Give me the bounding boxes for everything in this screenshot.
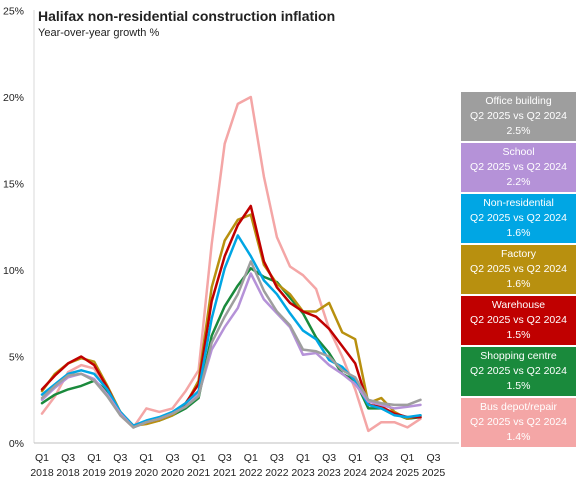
legend-comparison: Q2 2025 vs Q2 2024 xyxy=(470,161,567,173)
x-tick-quarter-label: Q3 xyxy=(165,452,179,464)
x-tick-quarter-label: Q1 xyxy=(244,452,258,464)
legend-series-name: Non-residential xyxy=(483,197,554,209)
x-tick-year-label: 2022 xyxy=(265,467,289,479)
y-tick-label: 10% xyxy=(3,265,24,277)
x-tick-labels: Q1 2018 Q3 2018 Q1 2019 Q3 2019 Q1 2020 Q3 2020 Q1 20… xyxy=(30,452,445,479)
x-tick-quarter-label: Q3 xyxy=(218,452,232,464)
x-tick-year-label: 2022 xyxy=(239,467,263,479)
x-tick-quarter-label: Q1 xyxy=(192,452,206,464)
legend-comparison: Q2 2025 vs Q2 2024 xyxy=(470,314,567,326)
x-tick-year-label: 2020 xyxy=(135,467,159,479)
y-tick-label: 15% xyxy=(3,179,24,191)
x-tick-quarter-label: Q1 xyxy=(35,452,49,464)
legend-comparison: Q2 2025 vs Q2 2024 xyxy=(470,263,567,275)
legend-value: 1.5% xyxy=(506,329,531,341)
legend-item-shopping-centre: Shopping centre Q2 2025 vs Q2 2024 1.5% xyxy=(461,347,576,396)
x-tick-quarter-label: Q1 xyxy=(139,452,153,464)
legend-series-name: Bus depot/repair xyxy=(479,401,558,413)
y-tick-labels: 0% 5% 10% 15% 20% 25% xyxy=(3,6,24,451)
x-tick-quarter-label: Q1 xyxy=(348,452,362,464)
x-tick-quarter-label: Q1 xyxy=(87,452,101,464)
legend-value: 1.6% xyxy=(506,278,531,290)
legend-item-office-building: Office building Q2 2025 vs Q2 2024 2.5% xyxy=(461,92,576,141)
series-lines xyxy=(40,95,422,433)
x-tick-quarter-label: Q1 xyxy=(296,452,310,464)
x-tick-year-label: 2019 xyxy=(109,467,133,479)
x-tick-year-label: 2023 xyxy=(291,467,315,479)
series-line-warehouse xyxy=(40,204,422,427)
x-tick-quarter-label: Q3 xyxy=(61,452,75,464)
legend-series-name: Warehouse xyxy=(491,299,546,311)
legend-series-name: Shopping centre xyxy=(480,350,557,362)
x-tick-quarter-label: Q3 xyxy=(270,452,284,464)
y-tick-label: 25% xyxy=(3,6,24,18)
legend-value: 1.6% xyxy=(506,227,531,239)
x-tick-year-label: 2021 xyxy=(187,467,211,479)
x-tick-year-label: 2018 xyxy=(30,467,54,479)
x-tick-year-label: 2024 xyxy=(370,467,394,479)
x-tick-year-label: 2018 xyxy=(56,467,80,479)
legend-item-bus-depot-repair: Bus depot/repair Q2 2025 vs Q2 2024 1.4% xyxy=(461,398,576,447)
x-tick-quarter-label: Q3 xyxy=(322,452,336,464)
x-tick-quarter-label: Q3 xyxy=(113,452,127,464)
series-line-office-building xyxy=(40,260,422,429)
legend-series-name: Office building xyxy=(485,95,552,107)
legend-series-name: School xyxy=(502,146,535,158)
y-tick-label: 5% xyxy=(9,352,24,364)
series-line-non-residential xyxy=(40,234,422,427)
x-tick-year-label: 2020 xyxy=(161,467,185,479)
legend-item-warehouse: Warehouse Q2 2025 vs Q2 2024 1.5% xyxy=(461,296,576,345)
x-tick-year-label: 2025 xyxy=(396,467,420,479)
legend-value: 2.5% xyxy=(506,125,531,137)
y-tick-label: 0% xyxy=(9,438,24,450)
legend-comparison: Q2 2025 vs Q2 2024 xyxy=(470,365,567,377)
legend-value: 2.2% xyxy=(506,176,531,188)
legend-comparison: Q2 2025 vs Q2 2024 xyxy=(470,416,567,428)
legend-value: 1.5% xyxy=(506,380,531,392)
x-tick-year-label: 2023 xyxy=(317,467,341,479)
legend-comparison: Q2 2025 vs Q2 2024 xyxy=(470,212,567,224)
legend-series-name: Factory xyxy=(500,248,536,260)
x-tick-year-label: 2024 xyxy=(344,467,368,479)
legend-comparison: Q2 2025 vs Q2 2024 xyxy=(470,110,567,122)
y-tick-label: 20% xyxy=(3,92,24,104)
legend-item-school: School Q2 2025 vs Q2 2024 2.2% xyxy=(461,143,576,192)
legend-item-factory: Factory Q2 2025 vs Q2 2024 1.6% xyxy=(461,245,576,294)
legend-value: 1.4% xyxy=(506,431,531,443)
x-tick-year-label: 2021 xyxy=(213,467,237,479)
x-tick-quarter-label: Q3 xyxy=(374,452,388,464)
x-tick-quarter-label: Q3 xyxy=(426,452,440,464)
x-tick-quarter-label: Q1 xyxy=(400,452,414,464)
legend-item-non-residential: Non-residential Q2 2025 vs Q2 2024 1.6% xyxy=(461,194,576,243)
series-line-shopping-centre xyxy=(40,267,422,429)
x-tick-year-label: 2019 xyxy=(83,467,107,479)
chart-subtitle: Year-over-year growth % xyxy=(38,27,160,39)
x-tick-year-label: 2025 xyxy=(422,467,446,479)
chart-title: Halifax non-residential construction inf… xyxy=(38,8,336,24)
